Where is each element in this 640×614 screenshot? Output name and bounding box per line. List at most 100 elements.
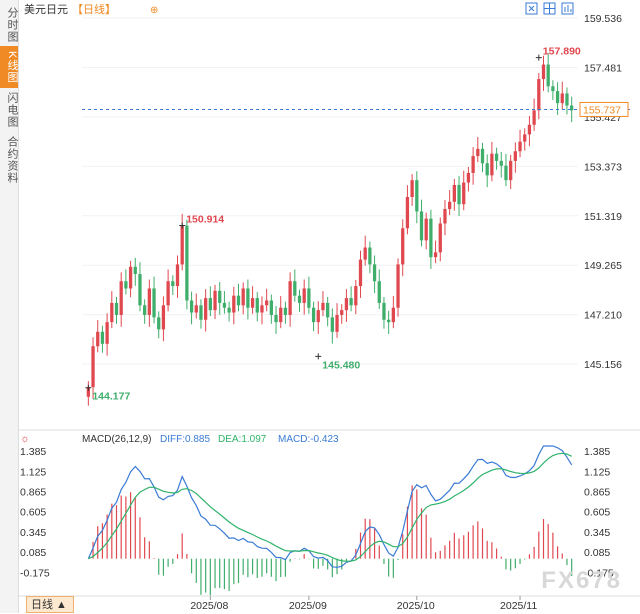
price-tick-label: 159.536 [584,13,622,25]
svg-text:145.480: 145.480 [322,359,360,371]
candle [387,310,391,334]
svg-text:144.177: 144.177 [92,391,130,403]
macd-dea-line [88,452,572,562]
candle [161,296,166,342]
candle [340,304,344,324]
fit-icon[interactable] [525,2,538,15]
candle [316,301,320,334]
price-tick-label: 149.265 [584,260,622,272]
x-tick-label: 2025/10 [397,600,435,612]
candle [222,291,227,314]
chart-type-icon[interactable] [561,2,574,15]
candle [265,288,269,312]
macd-tick-label-left: 1.385 [20,446,46,458]
macd-tick-label-right: 0.865 [584,486,610,498]
price-annotation: 144.177 [85,384,130,403]
x-tick-label: 2025/08 [190,600,228,612]
macd-dea-label: DEA:1.097 [218,434,267,445]
candle [213,284,217,320]
candle [462,170,466,211]
candle [189,291,194,325]
candle [570,96,574,123]
macd-tick-label-left: 0.605 [20,507,46,519]
candle [560,81,564,110]
candle [466,166,471,192]
candle [396,258,400,317]
candle [410,174,414,206]
candle [476,137,480,163]
candle [523,128,527,151]
candle [143,299,147,324]
candle [532,98,536,131]
candle [401,219,405,277]
candle [279,295,283,329]
candle [372,255,377,294]
price-tick-label: 157.481 [584,62,622,74]
macd-axis: 1.385 1.385 1.125 1.125 0.865 0.865 0.605 0.605… [20,446,614,579]
candle [260,296,264,325]
macd-tick-label-right: -0.175 [584,567,614,579]
candle [368,241,372,274]
candle [382,296,386,329]
candle [438,217,442,262]
candle [199,299,203,329]
macd-tick-label-right: 1.385 [584,446,610,458]
candle [419,199,424,247]
candle [443,200,447,236]
candlestick-series [86,52,574,406]
add-indicator-icon[interactable]: ⊕ [150,5,158,16]
macd-histogram [92,485,573,596]
candle [105,313,109,356]
tab-kline[interactable]: K线图 [0,46,18,88]
candle [114,296,119,324]
candle [208,286,212,317]
candle [391,295,395,329]
side-tab-bar: 分时图 K线图 闪电图 合约资料 [0,0,19,613]
tab-flash[interactable]: 闪电图 [6,92,18,128]
tab-contract-info[interactable]: 合约资料 [6,136,18,184]
macd-value-label: MACD:-0.423 [278,434,339,445]
macd-tick-label-right: 0.085 [584,547,610,559]
price-tick-label: 145.156 [584,359,622,371]
candle [138,262,142,312]
candle [344,289,349,322]
candle [471,147,475,185]
candle [546,52,550,93]
price-annotation: 145.480 [315,353,360,371]
candle [311,301,316,332]
candle [358,250,363,298]
x-axis: 2025/08 2025/09 2025/10 2025/11 [190,596,537,612]
macd-settings-icon[interactable]: ☼ [20,433,30,445]
tab-time-share[interactable]: 分时图 [6,7,18,43]
svg-text:150.914: 150.914 [186,214,224,226]
grid-icon[interactable] [543,2,556,15]
candle [255,292,259,322]
candle [236,283,241,312]
candle [288,272,292,327]
candle [185,219,189,310]
macd-tick-label-right: 0.345 [584,527,610,539]
price-annotation: 157.890 [535,46,581,61]
candle [494,147,499,170]
macd-tick-label-left: 1.125 [20,466,46,478]
candle [124,269,128,295]
candle [171,275,175,295]
candle [194,293,198,319]
macd-tick-label-right: 1.125 [584,466,610,478]
candle [283,301,288,324]
candle [537,73,541,120]
candle [269,294,273,324]
period-selector[interactable]: 日线 ▲ [26,596,74,613]
candle [297,289,302,312]
candle [302,279,306,315]
candle [527,115,532,147]
chart-title: 美元日元 [24,3,68,16]
svg-text:155.737: 155.737 [583,104,621,116]
current-price-tag: 155.737 [579,101,629,117]
candle [307,276,311,314]
candle [157,311,161,339]
candle [241,282,245,315]
candle [152,276,156,324]
chart-period: 【日线】 [72,2,116,16]
